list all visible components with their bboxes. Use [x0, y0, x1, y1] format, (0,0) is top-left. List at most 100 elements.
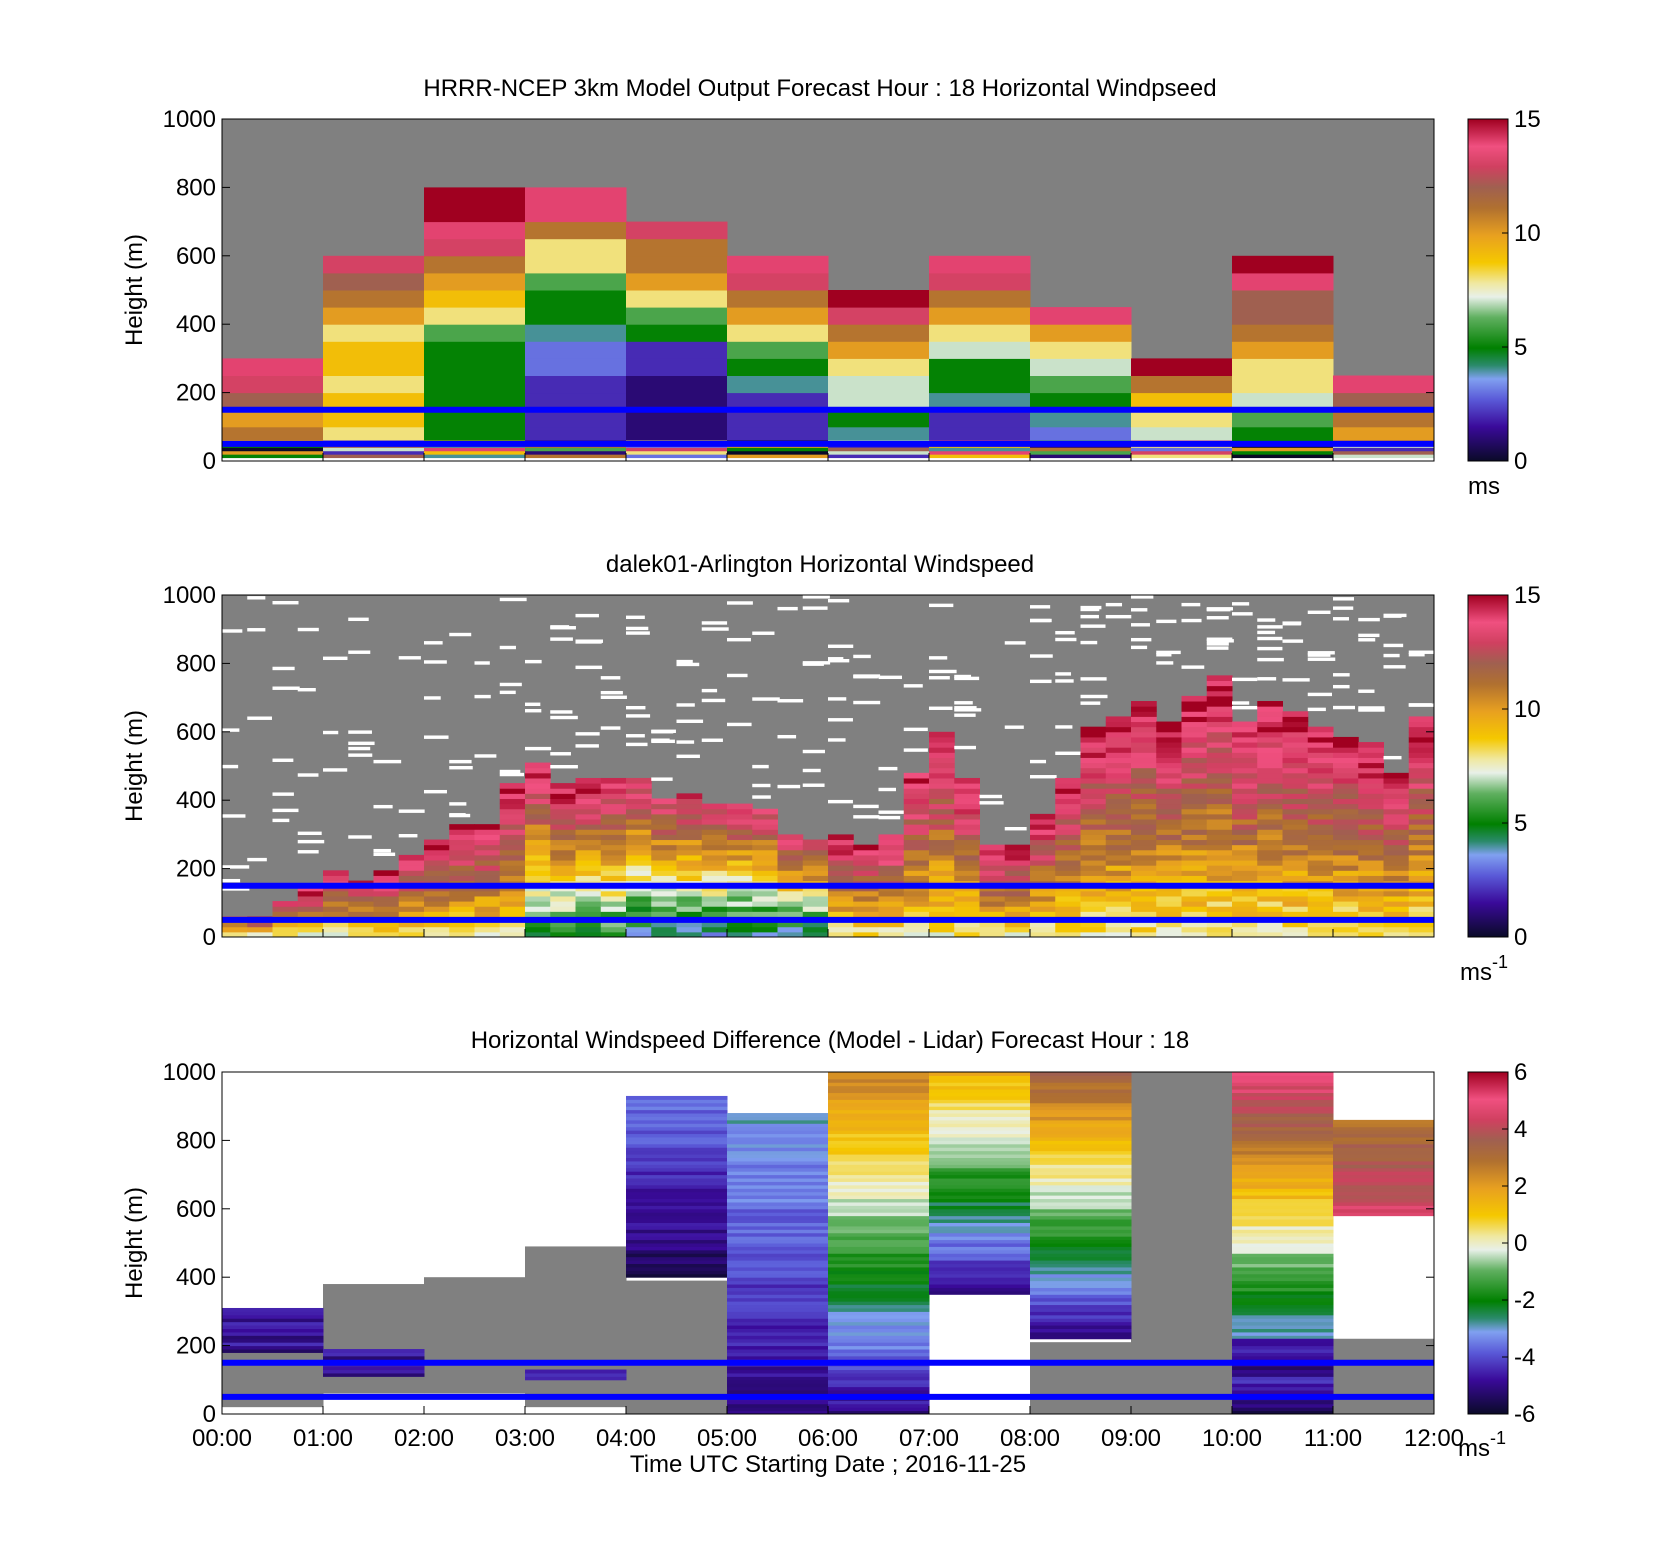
lidar-cell: [1080, 726, 1107, 733]
lidar-cell: [474, 824, 501, 830]
difference-cell: [828, 1167, 930, 1172]
lidar-cell: [272, 901, 299, 907]
lidar-cell: [1181, 865, 1208, 871]
lidar-cell: [929, 931, 955, 938]
lidar-cell: [1333, 834, 1359, 841]
difference-cell: [828, 1318, 930, 1323]
model-cell: [929, 307, 1031, 325]
lidar-cell: [954, 860, 980, 866]
lidar-cell: [1333, 747, 1359, 753]
difference-cell: [828, 1390, 930, 1394]
difference-cell: [828, 1130, 930, 1135]
difference-cell: [929, 1195, 1031, 1200]
lidar-cell: [1408, 865, 1435, 871]
difference-cell: [1333, 1174, 1435, 1179]
difference-cell: [626, 1266, 728, 1271]
lidar-cell: [853, 865, 879, 871]
lidar-cell: [777, 860, 804, 866]
lidar-cell: [1383, 926, 1410, 933]
lidar-cell: [1156, 819, 1182, 825]
y-tick-label: 800: [176, 650, 216, 677]
lidar-cell: [297, 926, 324, 933]
difference-cell: [1232, 1290, 1334, 1295]
lidar-cell: [1307, 757, 1334, 764]
lidar-missing-cell: [297, 839, 325, 844]
lidar-cell: [1055, 926, 1081, 933]
lidar-cell: [499, 854, 526, 861]
lidar-missing-cell: [272, 600, 299, 605]
model-near-surface-cell: [323, 450, 425, 455]
difference-cell: [828, 1325, 930, 1329]
difference-cell: [828, 1219, 930, 1223]
lidar-cell: [929, 921, 955, 928]
lidar-cell: [222, 921, 248, 928]
lidar-cell: [424, 911, 450, 917]
lidar-cell: [752, 906, 778, 912]
lidar-cell: [828, 849, 854, 856]
lidar-cell: [1282, 752, 1309, 758]
model-cell: [525, 204, 627, 223]
lidar-cell: [1030, 865, 1056, 871]
difference-cell: [727, 1263, 829, 1268]
lidar-missing-cell: [1383, 665, 1406, 669]
lidar-cell: [1080, 875, 1107, 882]
lidar-cell: [323, 875, 349, 882]
model-cell: [323, 375, 425, 394]
lidar-cell: [1080, 890, 1107, 897]
difference-cell: [626, 1225, 728, 1230]
lidar-cell: [1206, 747, 1233, 753]
lidar-cell: [727, 844, 753, 851]
lidar-cell: [499, 834, 526, 841]
lidar-cell: [1206, 890, 1233, 897]
lidar-cell: [1055, 813, 1081, 820]
lidar-cell: [828, 895, 854, 902]
lidar-cell: [1080, 895, 1107, 902]
lidar-cell: [1358, 849, 1384, 856]
difference-cell: [1232, 1379, 1334, 1384]
difference-cell: [727, 1342, 829, 1347]
difference-cell: [1232, 1284, 1334, 1288]
colorbar-tick-label: 15: [1514, 582, 1541, 609]
difference-cell: [727, 1400, 829, 1405]
model-cell: [626, 375, 728, 394]
difference-cell: [222, 1307, 324, 1312]
lidar-cell: [525, 803, 551, 810]
lidar-cell: [1030, 931, 1056, 938]
lidar-cell: [247, 926, 273, 933]
difference-cell: [1030, 1260, 1132, 1265]
lidar-cell: [1131, 726, 1157, 733]
difference-cell: [727, 1297, 829, 1302]
lidar-cell: [651, 870, 677, 876]
lidar-cell: [929, 752, 955, 758]
x-tick-label: 08:00: [1000, 1425, 1060, 1452]
model-cell: [424, 238, 526, 257]
difference-cell: [929, 1082, 1031, 1087]
lidar-missing-cell: [1232, 602, 1250, 606]
lidar-cell: [474, 926, 501, 933]
difference-cell: [626, 1102, 728, 1107]
lidar-cell: [1333, 890, 1359, 897]
difference-cell: [727, 1403, 829, 1408]
lidar-missing-cell: [247, 716, 272, 720]
lidar-cell: [954, 834, 980, 841]
lidar-cell: [1232, 844, 1258, 851]
lidar-missing-cell: [449, 759, 472, 764]
difference-cell: [1232, 1400, 1334, 1405]
lidar-missing-cell: [1383, 613, 1407, 618]
lidar-cell: [954, 926, 980, 933]
lidar-missing-cell: [979, 794, 1003, 799]
lidar-cell: [398, 890, 425, 897]
lidar-missing-cell: [1055, 637, 1077, 642]
difference-cell: [828, 1085, 930, 1090]
lidar-cell: [1358, 798, 1384, 805]
lidar-cell: [1358, 783, 1384, 789]
lidar-cell: [1181, 931, 1208, 938]
lidar-missing-cell: [1131, 637, 1152, 642]
lidar-cell: [701, 870, 728, 876]
lidar-missing-cell: [1080, 605, 1102, 610]
difference-cell: [929, 1222, 1031, 1227]
lidar-missing-cell: [1307, 657, 1336, 661]
lidar-cell: [676, 926, 703, 933]
lidar-cell: [752, 854, 778, 861]
